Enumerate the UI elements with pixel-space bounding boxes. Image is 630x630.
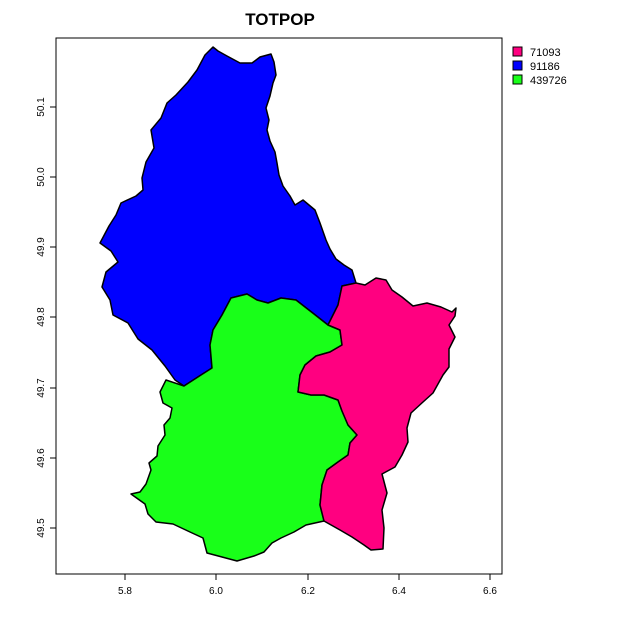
legend-label: 439726 [530, 75, 567, 87]
x-tick-label: 6.4 [392, 586, 406, 597]
y-tick-label: 50.0 [36, 167, 47, 187]
chart-title: TOTPOP [245, 10, 315, 29]
y-tick-label: 49.6 [36, 448, 47, 468]
y-axis: 49.5 49.6 49.7 49.8 49.9 50.0 50.1 [36, 97, 57, 538]
legend-swatch [512, 74, 523, 85]
regions-layer [99, 46, 457, 562]
x-tick-label: 6.0 [209, 586, 223, 597]
region-southeast[interactable] [297, 277, 457, 551]
legend-swatch [512, 60, 523, 71]
legend-swatch [512, 46, 523, 57]
y-tick-label: 49.7 [36, 378, 47, 398]
legend: 71093 91186 439726 [512, 46, 567, 87]
y-tick-label: 50.1 [36, 97, 47, 117]
y-tick-label: 49.5 [36, 518, 47, 538]
y-tick-label: 49.8 [36, 307, 47, 327]
x-tick-label: 6.6 [483, 586, 497, 597]
x-tick-label: 6.2 [301, 586, 315, 597]
legend-label: 71093 [530, 47, 561, 59]
y-tick-label: 49.9 [36, 237, 47, 257]
x-axis: 5.8 6.0 6.2 6.4 6.6 [118, 573, 497, 597]
legend-label: 91186 [530, 61, 560, 73]
x-tick-label: 5.8 [118, 586, 132, 597]
